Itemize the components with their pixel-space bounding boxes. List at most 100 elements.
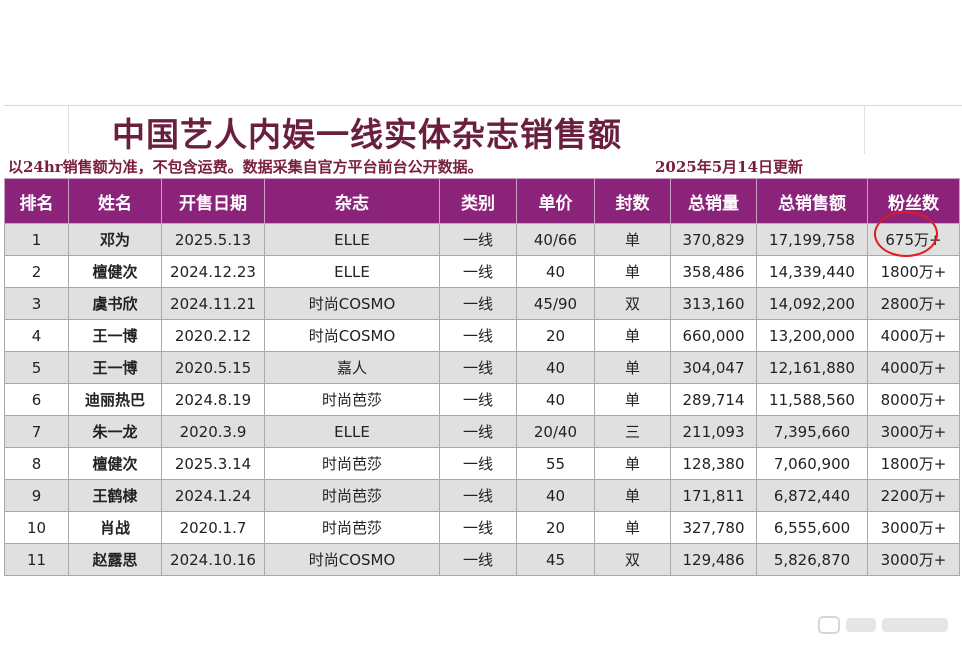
cell-covers: 双 [594, 287, 671, 320]
cell-name: 檀健次 [68, 255, 162, 288]
header-date: 开售日期 [161, 178, 265, 224]
cell-magazine: 时尚COSMO [264, 319, 440, 352]
cell-rank: 1 [4, 223, 69, 256]
cell-rank: 10 [4, 511, 69, 544]
table-row: 11 赵露思 2024.10.16 时尚COSMO 一线 45 双 129,486 5,826,… [4, 543, 960, 576]
cell-fans: 4000万+ [867, 319, 960, 352]
cell-rank: 2 [4, 255, 69, 288]
cell-rank: 9 [4, 479, 69, 512]
header-units: 总销量 [670, 178, 757, 224]
cell-covers: 三 [594, 415, 671, 448]
table-row: 9 王鹤棣 2024.1.24 时尚芭莎 一线 40 单 171,811 6,872,440 22… [4, 479, 960, 512]
cell-fans: 3000万+ [867, 543, 960, 576]
sheet-title: 中国艺人内娱一线实体杂志销售额 [112, 115, 622, 154]
cell-price: 40/66 [516, 223, 595, 256]
cell-covers: 单 [594, 255, 671, 288]
cell-category: 一线 [439, 351, 517, 384]
cell-fans: 8000万+ [867, 383, 960, 416]
cell-covers: 单 [594, 511, 671, 544]
cell-magazine: 时尚芭莎 [264, 511, 440, 544]
cell-name: 肖战 [68, 511, 162, 544]
cell-category: 一线 [439, 383, 517, 416]
cell-fans: 2200万+ [867, 479, 960, 512]
cell-name: 迪丽热巴 [68, 383, 162, 416]
cell-fans: 4000万+ [867, 351, 960, 384]
cell-revenue: 7,395,660 [756, 415, 868, 448]
comment-bubble-icon [818, 616, 840, 634]
cell-revenue: 5,826,870 [756, 543, 868, 576]
cell-category: 一线 [439, 511, 517, 544]
cell-units: 171,811 [670, 479, 757, 512]
watermark [818, 614, 954, 636]
sheet-subtitle: 以24hr销售额为准，不包含运费。数据采集自官方平台前台公开数据。 [8, 158, 483, 176]
cell-units: 370,829 [670, 223, 757, 256]
cell-covers: 单 [594, 351, 671, 384]
sales-table: 排名 姓名 开售日期 杂志 类别 单价 封数 总销量 总销售额 粉丝数 1 邓为 2… [4, 178, 960, 576]
cell-price: 45/90 [516, 287, 595, 320]
cell-covers: 单 [594, 223, 671, 256]
cell-units: 304,047 [670, 351, 757, 384]
cell-magazine: 时尚芭莎 [264, 447, 440, 480]
cell-units: 313,160 [670, 287, 757, 320]
cell-date: 2024.1.24 [161, 479, 265, 512]
cell-price: 20/40 [516, 415, 595, 448]
cell-name: 朱一龙 [68, 415, 162, 448]
header-covers: 封数 [594, 178, 671, 224]
cell-price: 40 [516, 479, 595, 512]
cell-name: 王鹤棣 [68, 479, 162, 512]
cell-category: 一线 [439, 447, 517, 480]
cell-category: 一线 [439, 287, 517, 320]
cell-covers: 单 [594, 479, 671, 512]
cell-units: 327,780 [670, 511, 757, 544]
cell-revenue: 11,588,560 [756, 383, 868, 416]
cell-price: 40 [516, 383, 595, 416]
cell-price: 55 [516, 447, 595, 480]
cell-magazine: 嘉人 [264, 351, 440, 384]
cell-price: 20 [516, 319, 595, 352]
table-row: 10 肖战 2020.1.7 时尚芭莎 一线 20 单 327,780 6,555,600 300… [4, 511, 960, 544]
cell-magazine: 时尚COSMO [264, 543, 440, 576]
cell-revenue: 7,060,900 [756, 447, 868, 480]
cell-fans: 3000万+ [867, 415, 960, 448]
cell-covers: 单 [594, 383, 671, 416]
cell-covers: 双 [594, 543, 671, 576]
header-magazine: 杂志 [264, 178, 440, 224]
cell-date: 2024.11.21 [161, 287, 265, 320]
cell-rank: 11 [4, 543, 69, 576]
table-row: 7 朱一龙 2020.3.9 ELLE 一线 20/40 三 211,093 7,395,660… [4, 415, 960, 448]
cell-magazine: 时尚芭莎 [264, 383, 440, 416]
header-rank: 排名 [4, 178, 69, 224]
cell-revenue: 6,555,600 [756, 511, 868, 544]
table-row: 6 迪丽热巴 2024.8.19 时尚芭莎 一线 40 单 289,714 11,588,560… [4, 383, 960, 416]
cell-units: 358,486 [670, 255, 757, 288]
cell-magazine: ELLE [264, 255, 440, 288]
cell-category: 一线 [439, 479, 517, 512]
table-row: 8 檀健次 2025.3.14 时尚芭莎 一线 55 单 128,380 7,060,900 18… [4, 447, 960, 480]
cell-rank: 3 [4, 287, 69, 320]
cell-units: 129,486 [670, 543, 757, 576]
header-name: 姓名 [68, 178, 162, 224]
table-row: 3 虞书欣 2024.11.21 时尚COSMO 一线 45/90 双 313,160 14,0… [4, 287, 960, 320]
cell-price: 40 [516, 351, 595, 384]
cell-name: 王一博 [68, 351, 162, 384]
cell-date: 2025.3.14 [161, 447, 265, 480]
cell-fans: 3000万+ [867, 511, 960, 544]
watermark-mark [882, 618, 948, 632]
cell-units: 128,380 [670, 447, 757, 480]
cell-name: 王一博 [68, 319, 162, 352]
cell-revenue: 13,200,000 [756, 319, 868, 352]
title-row [4, 105, 962, 154]
cell-date: 2024.10.16 [161, 543, 265, 576]
cell-revenue: 14,339,440 [756, 255, 868, 288]
cell-revenue: 12,161,880 [756, 351, 868, 384]
cell-date: 2020.5.15 [161, 351, 265, 384]
cell-magazine: 时尚COSMO [264, 287, 440, 320]
cell-category: 一线 [439, 319, 517, 352]
cell-date: 2020.2.12 [161, 319, 265, 352]
cell-fans: 2800万+ [867, 287, 960, 320]
cell-covers: 单 [594, 447, 671, 480]
cell-name: 檀健次 [68, 447, 162, 480]
table-header-row: 排名 姓名 开售日期 杂志 类别 单价 封数 总销量 总销售额 粉丝数 [4, 178, 960, 224]
cell-rank: 4 [4, 319, 69, 352]
